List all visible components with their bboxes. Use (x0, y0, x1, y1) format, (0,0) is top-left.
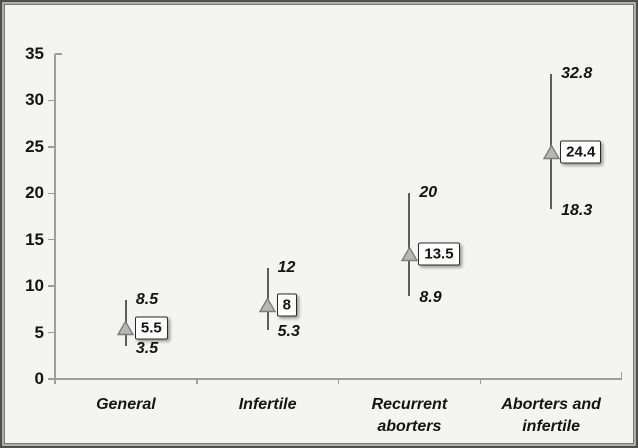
lower-bound-label: 3.5 (135, 339, 159, 357)
y-axis-tick (48, 378, 55, 380)
lower-bound-label: 18.3 (561, 202, 593, 220)
triangle-marker-icon (258, 296, 277, 312)
y-axis-tick-label: 25 (25, 136, 44, 156)
upper-bound-label: 8.5 (135, 291, 159, 309)
value-label-box: 8 (276, 293, 297, 317)
value-label-box: 13.5 (418, 242, 460, 266)
y-axis-tick (48, 99, 55, 102)
y-axis-tick-label: 10 (25, 276, 44, 296)
value-label-box: 24.4 (560, 140, 602, 164)
x-axis-tick (337, 379, 340, 384)
category-label: Aborters and infertile (501, 396, 601, 435)
lower-bound-label: 8.9 (419, 289, 442, 307)
error-bar (408, 193, 411, 297)
triangle-marker-icon (542, 144, 560, 160)
category-label: Recurrent aborters (371, 396, 448, 435)
y-axis-top-cap (55, 53, 62, 55)
triangle-marker-icon (400, 245, 419, 261)
y-axis-tick-label: 20 (25, 183, 44, 203)
y-axis-tick (48, 331, 55, 334)
category-label: General (96, 396, 156, 413)
error-bar (550, 74, 553, 210)
y-axis-tick-label: 5 (34, 322, 44, 342)
y-axis-tick (48, 238, 55, 241)
y-axis-tick (48, 192, 55, 195)
upper-bound-label: 12 (277, 258, 296, 276)
y-axis-tick-label: 15 (25, 229, 44, 249)
x-axis-tick (479, 379, 481, 384)
x-axis-right-cap (620, 372, 622, 379)
y-axis-tick-label: 0 (34, 369, 44, 388)
category-label: Infertile (238, 396, 297, 413)
x-axis-tick (196, 379, 198, 384)
upper-bound-label: 32.8 (561, 65, 593, 83)
upper-bound-label: 20 (419, 184, 438, 202)
lower-bound-label: 5.3 (277, 322, 300, 340)
y-axis-tick-label: 35 (25, 44, 44, 63)
y-axis-tick (48, 285, 55, 287)
y-axis-line (54, 54, 56, 384)
y-axis-tick-label: 30 (25, 90, 44, 110)
y-axis-tick (48, 146, 55, 148)
value-label-box: 5.5 (134, 316, 168, 340)
triangle-marker-icon (117, 320, 135, 336)
